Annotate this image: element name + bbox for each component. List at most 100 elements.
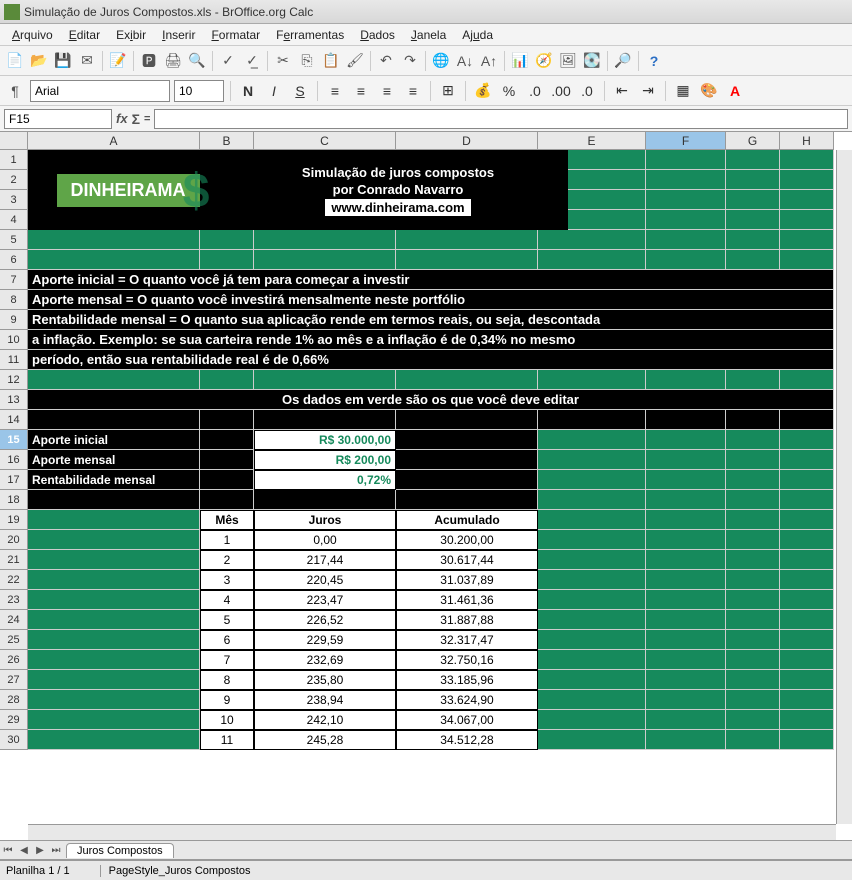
undo-icon[interactable]: ↶ [375, 50, 397, 72]
row-header-6[interactable]: 6 [0, 250, 28, 270]
zoom-icon[interactable]: 🔎 [612, 50, 634, 72]
save-icon[interactable]: 💾 [52, 50, 74, 72]
menu-inserir[interactable]: Inserir [154, 26, 203, 44]
column-header-G[interactable]: G [726, 132, 780, 150]
row-header-27[interactable]: 27 [0, 670, 28, 690]
chart-icon[interactable]: 📊 [509, 50, 531, 72]
data-acum-9[interactable]: 34.067,00 [396, 710, 538, 730]
bgcolor-icon[interactable]: 🎨 [698, 80, 720, 102]
input-label-0[interactable]: Aporte inicial [28, 430, 200, 450]
data-acum-10[interactable]: 34.512,28 [396, 730, 538, 750]
row-header-17[interactable]: 17 [0, 470, 28, 490]
font-name-select[interactable] [30, 80, 170, 102]
font-size-select[interactable] [174, 80, 224, 102]
data-acum-8[interactable]: 33.624,90 [396, 690, 538, 710]
th-acumulado[interactable]: Acumulado [396, 510, 538, 530]
input-value-2[interactable]: 0,72% [254, 470, 396, 490]
navigator-icon[interactable]: 🧭 [533, 50, 555, 72]
hyperlink-icon[interactable]: 🌐 [430, 50, 452, 72]
data-mes-10[interactable]: 11 [200, 730, 254, 750]
data-juros-8[interactable]: 238,94 [254, 690, 396, 710]
cell-reference-input[interactable] [4, 109, 112, 129]
row-header-11[interactable]: 11 [0, 350, 28, 370]
row-header-8[interactable]: 8 [0, 290, 28, 310]
data-juros-5[interactable]: 229,59 [254, 630, 396, 650]
increase-indent-icon[interactable]: ⇥ [637, 80, 659, 102]
row-header-24[interactable]: 24 [0, 610, 28, 630]
preview-icon[interactable]: 🔍 [186, 50, 208, 72]
data-mes-3[interactable]: 4 [200, 590, 254, 610]
tab-first-icon[interactable]: ⏮ [0, 842, 16, 858]
data-acum-0[interactable]: 30.200,00 [396, 530, 538, 550]
row-header-13[interactable]: 13 [0, 390, 28, 410]
align-center-icon[interactable]: ≡ [350, 80, 372, 102]
sort-desc-icon[interactable]: A↑ [478, 50, 500, 72]
merge-icon[interactable]: ⊞ [437, 80, 459, 102]
row-header-5[interactable]: 5 [0, 230, 28, 250]
explain-3[interactable]: a inflação. Exemplo: se sua carteira ren… [28, 330, 834, 350]
underline-button[interactable]: S [289, 80, 311, 102]
remove-decimal-icon[interactable]: .0 [576, 80, 598, 102]
fontcolor-icon[interactable]: A [724, 80, 746, 102]
data-mes-2[interactable]: 3 [200, 570, 254, 590]
column-header-E[interactable]: E [538, 132, 646, 150]
data-acum-4[interactable]: 31.887,88 [396, 610, 538, 630]
input-label-2[interactable]: Rentabilidade mensal [28, 470, 200, 490]
row-header-28[interactable]: 28 [0, 690, 28, 710]
row-header-30[interactable]: 30 [0, 730, 28, 750]
column-header-C[interactable]: C [254, 132, 396, 150]
tab-next-icon[interactable]: ▶ [32, 842, 48, 858]
data-juros-4[interactable]: 226,52 [254, 610, 396, 630]
gallery-icon[interactable]: 🖼 [557, 50, 579, 72]
pdf-icon[interactable]: 🅿 [138, 50, 160, 72]
column-header-B[interactable]: B [200, 132, 254, 150]
row-header-14[interactable]: 14 [0, 410, 28, 430]
data-acum-7[interactable]: 33.185,96 [396, 670, 538, 690]
column-header-F[interactable]: F [646, 132, 726, 150]
sum-icon[interactable]: Σ [132, 111, 140, 127]
data-mes-1[interactable]: 2 [200, 550, 254, 570]
row-header-25[interactable]: 25 [0, 630, 28, 650]
print-icon[interactable]: 🖨 [162, 50, 184, 72]
row-header-15[interactable]: 15 [0, 430, 28, 450]
column-header-D[interactable]: D [396, 132, 538, 150]
data-mes-0[interactable]: 1 [200, 530, 254, 550]
data-juros-2[interactable]: 220,45 [254, 570, 396, 590]
data-juros-1[interactable]: 217,44 [254, 550, 396, 570]
data-mes-5[interactable]: 6 [200, 630, 254, 650]
column-header-H[interactable]: H [780, 132, 834, 150]
row-header-1[interactable]: 1 [0, 150, 28, 170]
row-header-16[interactable]: 16 [0, 450, 28, 470]
open-icon[interactable]: 📂 [28, 50, 50, 72]
data-acum-5[interactable]: 32.317,47 [396, 630, 538, 650]
sort-asc-icon[interactable]: A↓ [454, 50, 476, 72]
th-mes[interactable]: Mês [200, 510, 254, 530]
autospell-icon[interactable]: ✓̲ [241, 50, 263, 72]
row-header-3[interactable]: 3 [0, 190, 28, 210]
select-all-corner[interactable] [0, 132, 28, 150]
function-wizard-icon[interactable]: fx [116, 111, 128, 126]
currency-icon[interactable]: 💰 [472, 80, 494, 102]
data-acum-2[interactable]: 31.037,89 [396, 570, 538, 590]
bold-button[interactable]: N [237, 80, 259, 102]
explain-1[interactable]: Aporte mensal = O quanto você investirá … [28, 290, 834, 310]
row-header-7[interactable]: 7 [0, 270, 28, 290]
styles-icon[interactable]: ¶ [4, 80, 26, 102]
data-juros-3[interactable]: 223,47 [254, 590, 396, 610]
new-icon[interactable]: 📄 [4, 50, 26, 72]
data-juros-0[interactable]: 0,00 [254, 530, 396, 550]
title-link[interactable]: www.dinheirama.com [325, 199, 470, 216]
row-header-20[interactable]: 20 [0, 530, 28, 550]
sheet-tab[interactable]: Juros Compostos [66, 843, 174, 858]
data-mes-7[interactable]: 8 [200, 670, 254, 690]
decrease-indent-icon[interactable]: ⇤ [611, 80, 633, 102]
menu-dados[interactable]: Dados [352, 26, 403, 44]
data-acum-1[interactable]: 30.617,44 [396, 550, 538, 570]
row-header-10[interactable]: 10 [0, 330, 28, 350]
email-icon[interactable]: ✉ [76, 50, 98, 72]
edit-icon[interactable]: 📝 [107, 50, 129, 72]
data-mes-9[interactable]: 10 [200, 710, 254, 730]
data-juros-6[interactable]: 232,69 [254, 650, 396, 670]
border-icon[interactable]: ▦ [672, 80, 694, 102]
number-icon[interactable]: .0 [524, 80, 546, 102]
